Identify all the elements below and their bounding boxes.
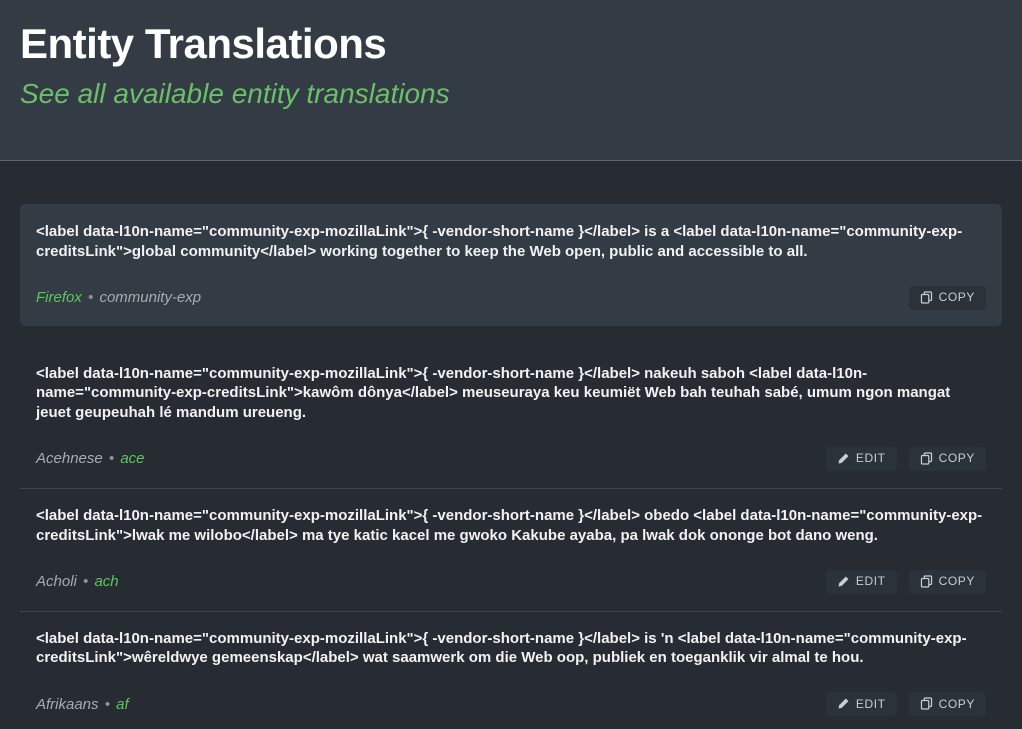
translation-text: <label data-l10n-name="community-exp-moz… <box>36 506 983 544</box>
meta-separator: • <box>88 289 94 307</box>
translations-list: <label data-l10n-name="community-exp-moz… <box>0 161 1022 729</box>
copy-button-label: COPY <box>938 451 975 466</box>
copy-icon <box>920 452 932 465</box>
source-locale: Firefox <box>36 289 82 307</box>
copy-button[interactable]: COPY <box>908 569 986 594</box>
copy-button[interactable]: COPY <box>908 692 986 717</box>
meta-separator: • <box>108 450 115 468</box>
locale-code: af <box>116 695 129 713</box>
language-name: Afrikaans <box>36 695 99 713</box>
translation-meta: Afrikaans • af <box>36 696 129 713</box>
translation-row: <label data-l10n-name="community-exp-moz… <box>20 612 1002 729</box>
edit-button[interactable]: EDIT <box>825 569 897 594</box>
translation-text: <label data-l10n-name="community-exp-moz… <box>36 364 951 422</box>
edit-button[interactable]: EDIT <box>825 692 897 717</box>
pencil-icon <box>838 576 849 587</box>
copy-icon <box>920 697 932 710</box>
edit-button-label: EDIT <box>855 451 886 466</box>
translation-row: <label data-l10n-name="community-exp-moz… <box>20 347 1002 489</box>
copy-icon <box>920 574 932 588</box>
page-subtitle: See all available entity translations <box>20 78 450 110</box>
language-name: Acehnese <box>36 450 103 468</box>
source-entity-text: <label data-l10n-name="community-exp-moz… <box>36 223 963 260</box>
source-entity-key: community-exp <box>99 289 202 307</box>
copy-icon <box>920 290 932 304</box>
edit-button[interactable]: EDIT <box>825 446 897 471</box>
translation-row: <label data-l10n-name="community-exp-moz… <box>20 489 1002 612</box>
pencil-icon <box>838 698 849 709</box>
page-header: Entity Translations See all available en… <box>0 0 1022 161</box>
page-title: Entity Translations <box>20 20 387 67</box>
copy-button[interactable]: COPY <box>908 285 986 310</box>
source-entity-meta: Firefox • community-exp <box>36 289 201 306</box>
locale-code: ach <box>94 573 119 591</box>
meta-separator: • <box>104 695 110 713</box>
copy-button[interactable]: COPY <box>908 446 986 471</box>
edit-button-label: EDIT <box>855 574 886 589</box>
copy-button-label: COPY <box>938 290 975 305</box>
edit-button-label: EDIT <box>855 696 886 711</box>
locale-code: ace <box>120 450 145 468</box>
language-name: Acholi <box>36 573 77 591</box>
meta-separator: • <box>83 573 89 591</box>
translation-meta: Acholi • ach <box>36 573 119 590</box>
pencil-icon <box>838 453 849 464</box>
source-entity-card: <label data-l10n-name="community-exp-moz… <box>20 204 1002 326</box>
translation-meta: Acehnese • ace <box>36 450 145 467</box>
copy-button-label: COPY <box>938 574 975 589</box>
copy-button-label: COPY <box>938 696 975 711</box>
translation-text: <label data-l10n-name="community-exp-moz… <box>36 629 967 667</box>
